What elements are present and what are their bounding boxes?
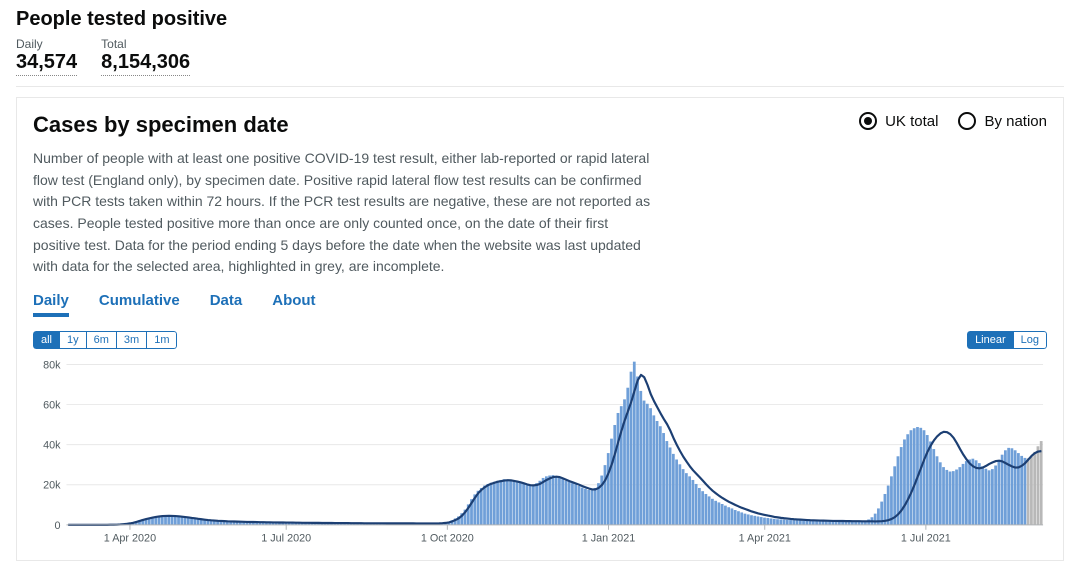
stats-row: Daily 34,574 Total 8,154,306 [16,37,1064,76]
radio-circle-icon [859,112,877,130]
cases-chart[interactable]: 0 20k 40k 60k 80k 1 Apr 2020 1 Jul 2020 1 Oct 2… [33,355,1047,550]
radio-label: UK total [885,113,938,130]
stat-total: Total 8,154,306 [101,37,190,76]
tab-about[interactable]: About [272,292,315,317]
svg-text:1 Apr 2020: 1 Apr 2020 [104,533,156,545]
stat-label: Total [101,37,190,51]
svg-text:60k: 60k [43,400,61,412]
chart-area: 0 20k 40k 60k 80k 1 Apr 2020 1 Jul 2020 1 Oct 2… [33,355,1047,550]
main-panel: Cases by specimen date UK total By natio… [16,97,1064,561]
scale-log-button[interactable]: Log [1013,331,1047,349]
scale-linear-button[interactable]: Linear [967,331,1014,349]
range-6m-button[interactable]: 6m [86,331,117,349]
radio-group: UK total By nation [859,112,1047,130]
range-buttons: all 1y 6m 3m 1m [33,331,177,349]
tab-cumulative[interactable]: Cumulative [99,292,180,317]
svg-text:20k: 20k [43,480,61,492]
range-1m-button[interactable]: 1m [146,331,177,349]
description: Number of people with at least one posit… [33,148,653,278]
stat-daily: Daily 34,574 [16,37,77,76]
tab-data[interactable]: Data [210,292,243,317]
range-3m-button[interactable]: 3m [116,331,147,349]
svg-text:1 Jan 2021: 1 Jan 2021 [582,533,636,545]
scale-buttons: Linear Log [967,331,1047,349]
top-header: People tested positive Daily 34,574 Tota… [16,8,1064,87]
stat-value: 34,574 [16,51,77,76]
radio-dot-icon [864,117,872,125]
page-title: People tested positive [16,8,1064,31]
radio-circle-icon [958,112,976,130]
svg-text:0: 0 [55,520,61,532]
radio-by-nation[interactable]: By nation [958,112,1047,130]
svg-text:1 Jul 2020: 1 Jul 2020 [261,533,311,545]
stat-label: Daily [16,37,77,51]
svg-text:80k: 80k [43,360,61,372]
svg-text:1 Oct 2020: 1 Oct 2020 [421,533,474,545]
stat-value: 8,154,306 [101,51,190,76]
panel-title: Cases by specimen date [33,112,289,138]
range-1y-button[interactable]: 1y [59,331,87,349]
svg-text:40k: 40k [43,440,61,452]
range-all-button[interactable]: all [33,331,60,349]
radio-label: By nation [984,113,1047,130]
view-tabs: Daily Cumulative Data About [33,292,1047,317]
tab-daily[interactable]: Daily [33,292,69,317]
radio-uk-total[interactable]: UK total [859,112,938,130]
svg-text:1 Jul 2021: 1 Jul 2021 [901,533,951,545]
panel-head: Cases by specimen date UK total By natio… [33,112,1047,138]
chart-controls: all 1y 6m 3m 1m Linear Log [33,331,1047,349]
svg-text:1 Apr 2021: 1 Apr 2021 [739,533,791,545]
